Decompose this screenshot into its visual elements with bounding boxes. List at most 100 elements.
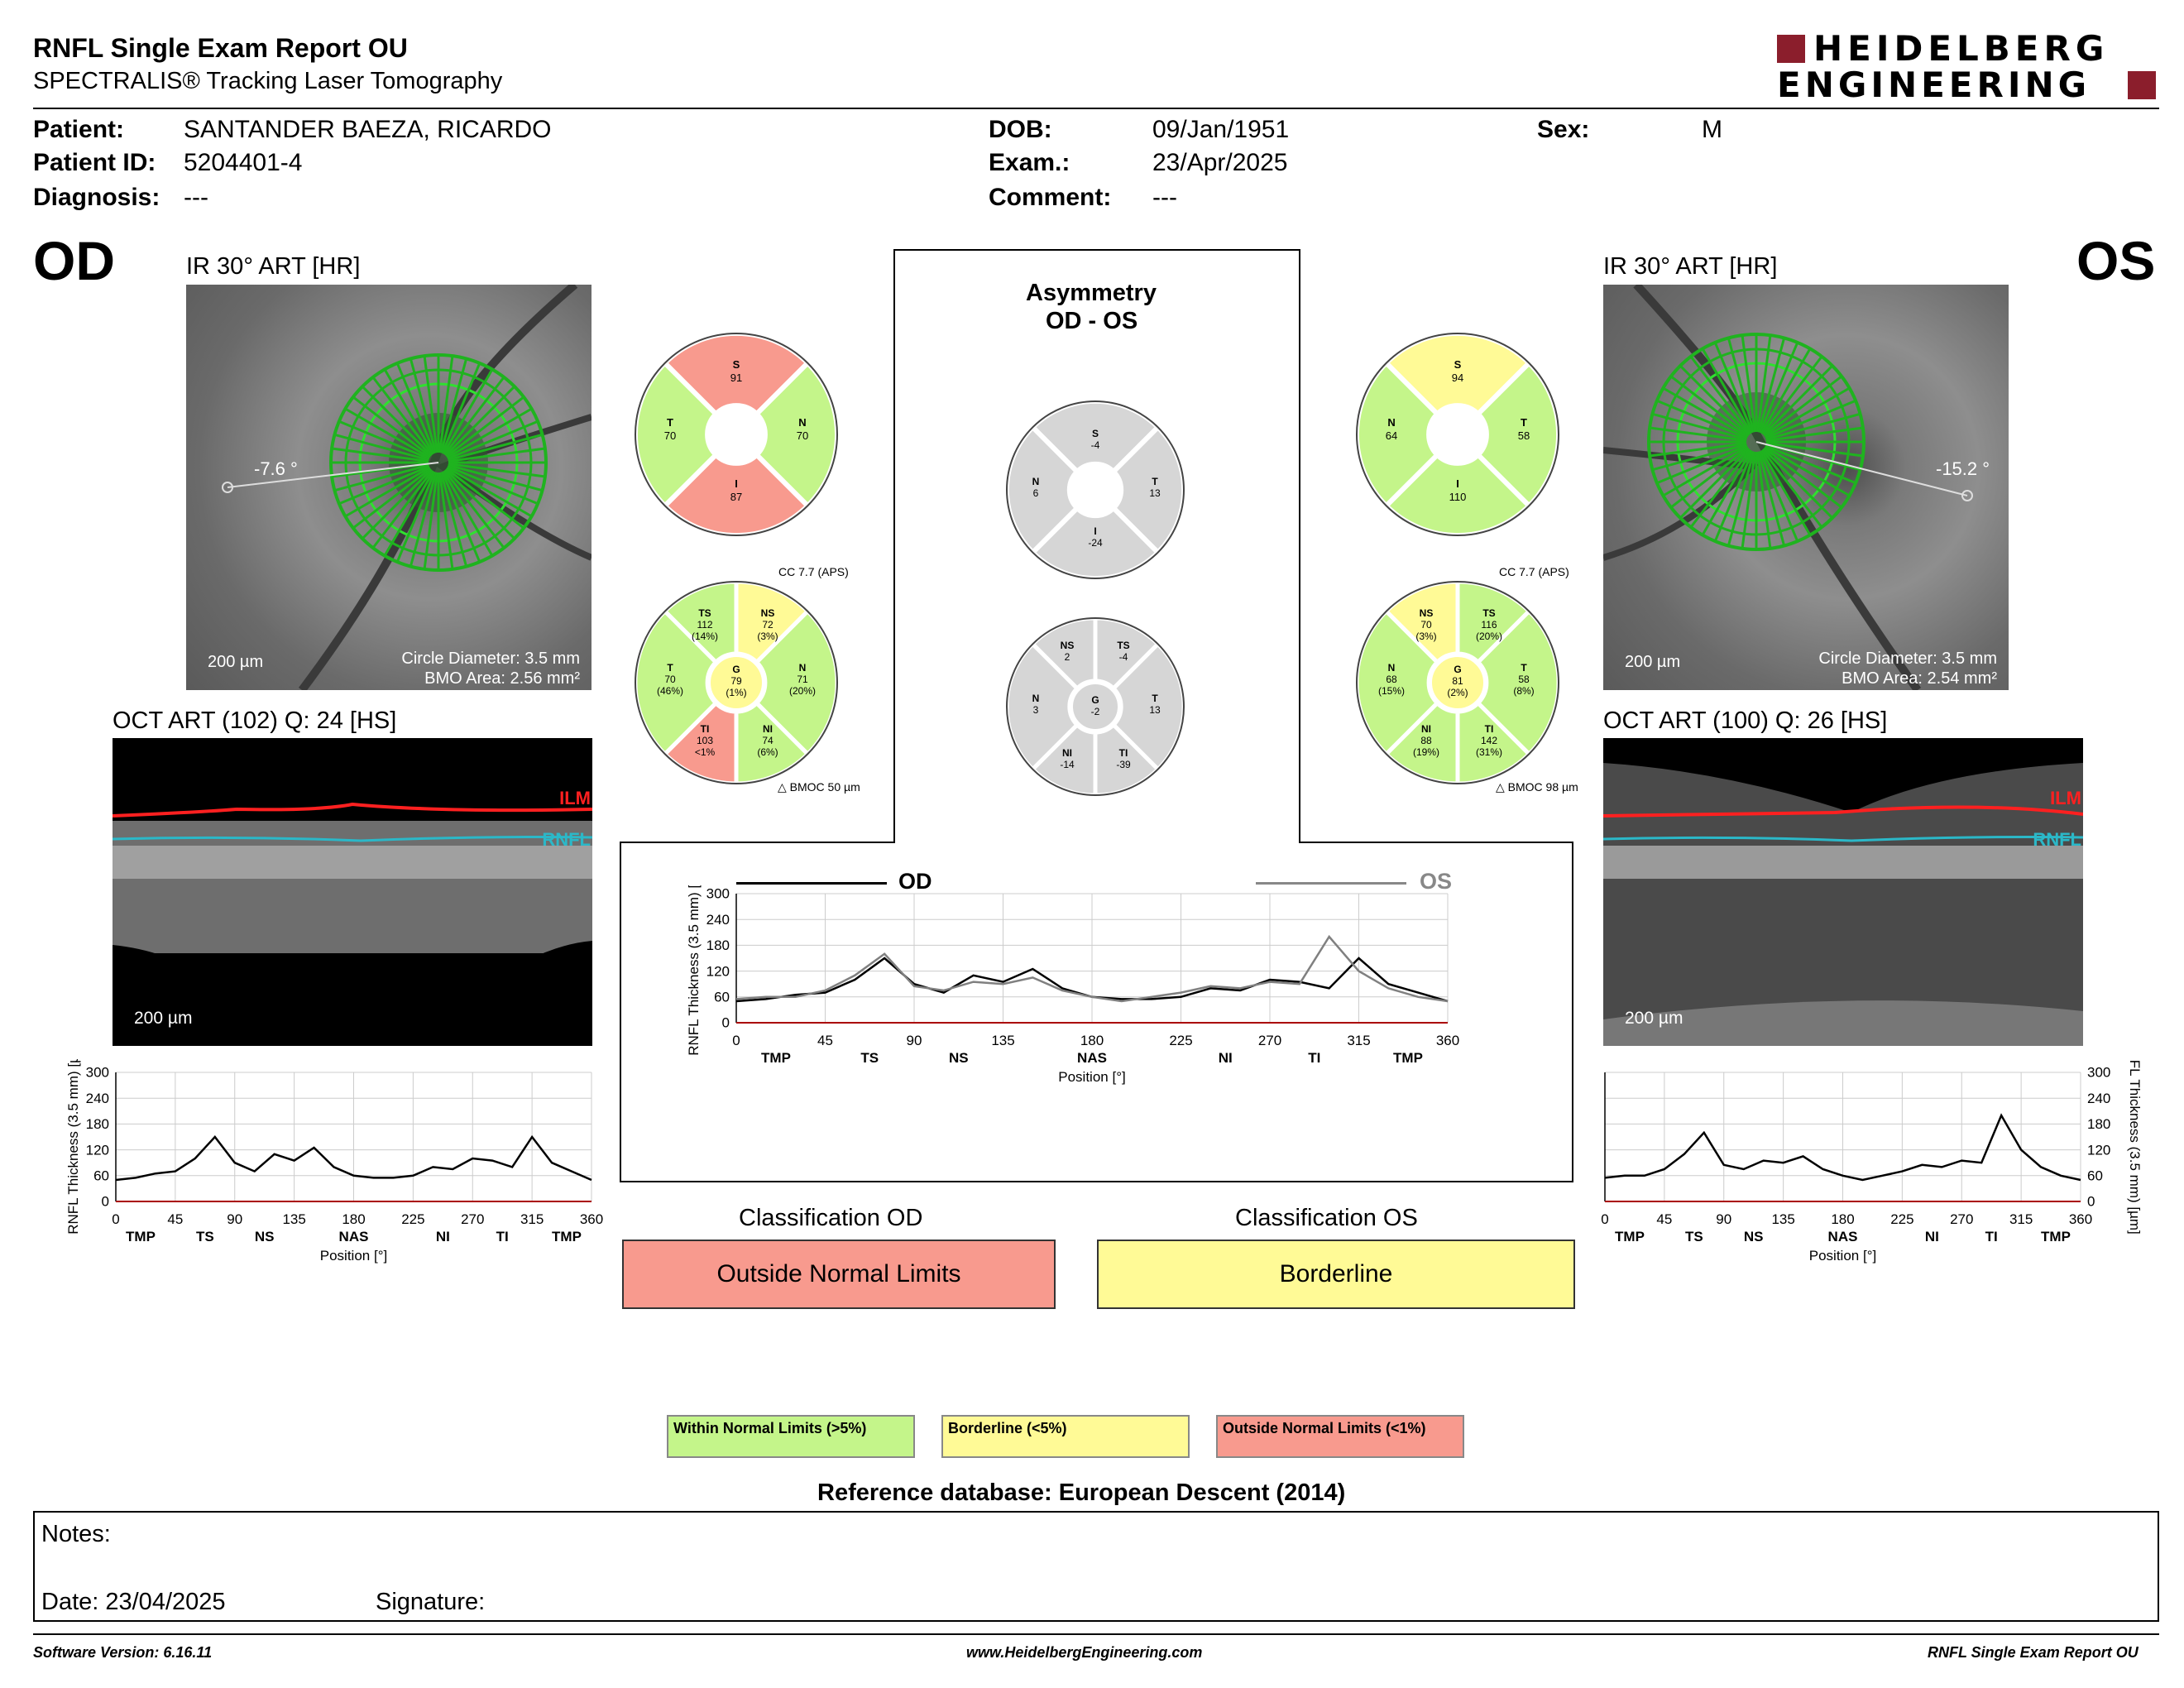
svg-text:T: T xyxy=(667,662,673,674)
onh-scan-spoke xyxy=(1760,348,1812,434)
svg-text:79: 79 xyxy=(730,675,742,687)
onh-scan-spoke xyxy=(1652,443,1747,472)
x-tick-label: 45 xyxy=(1656,1211,1672,1227)
svg-text:13: 13 xyxy=(1149,704,1161,716)
od-quad-t-value: 70 xyxy=(664,429,676,442)
y-tick-label: 240 xyxy=(86,1091,109,1106)
y-tick-label: 240 xyxy=(706,912,730,928)
svg-text:(3%): (3%) xyxy=(757,631,778,642)
sector-label: NAS xyxy=(1828,1229,1858,1244)
onh-scan-spoke xyxy=(1765,426,1864,442)
sector-label: TMP xyxy=(761,1050,791,1066)
svg-text:(2%): (2%) xyxy=(1447,687,1468,698)
footer-url[interactable]: www.HeidelbergEngineering.com xyxy=(966,1644,1203,1661)
onh-scan-spoke xyxy=(443,376,505,456)
y-tick-label: 0 xyxy=(722,1015,730,1031)
svg-text:N: N xyxy=(799,662,807,674)
svg-text:NI: NI xyxy=(1062,747,1072,759)
y-tick-label: 300 xyxy=(706,886,730,902)
logo-line1: HEIDELBERG xyxy=(1813,28,2110,69)
svg-text:N: N xyxy=(1032,476,1040,487)
onh-scan-spoke xyxy=(1762,448,1833,519)
onh-scan-spoke xyxy=(445,396,525,458)
x-tick-label: 135 xyxy=(991,1033,1014,1048)
asymmetry-thickness-chart: 0 45 90 135 180 225 270 315 360 0 60 120 180 240 300 TM… xyxy=(686,885,1459,1085)
y-tick-label: 180 xyxy=(2087,1116,2110,1132)
onh-scan-spoke xyxy=(395,362,436,454)
svg-text:T: T xyxy=(1521,416,1527,429)
y-tick-label: 180 xyxy=(86,1116,109,1132)
sector-label: TS xyxy=(860,1050,879,1066)
y-tick-label: 60 xyxy=(714,989,730,1005)
svg-text:I: I xyxy=(1094,525,1096,537)
legend-borderline: Borderline (<5%) xyxy=(941,1415,1190,1458)
svg-text:6: 6 xyxy=(1033,487,1039,499)
od-oct-scale: 200 µm xyxy=(134,1009,193,1028)
sector-label: NS xyxy=(255,1229,275,1244)
x-tick-label: 0 xyxy=(732,1033,740,1048)
onh-scan-spoke xyxy=(1656,444,1748,485)
asym-quadrant-pie: S -4 N 6 T 13 I -24 xyxy=(1004,399,1186,581)
svg-text:13: 13 xyxy=(1149,487,1161,499)
asymmetry-title: Asymmetry xyxy=(1026,280,1157,306)
onh-scan-spoke xyxy=(1669,447,1750,509)
onh-scan-spoke xyxy=(1656,399,1748,439)
onh-scan-spoke xyxy=(423,355,438,453)
x-tick-label: 360 xyxy=(580,1211,603,1227)
heidelberg-logo: HEIDELBERG ENGINEERING xyxy=(1777,31,2158,103)
onh-scan-spoke xyxy=(446,407,533,459)
y-tick-label: 180 xyxy=(706,938,730,953)
x-tick-label: 0 xyxy=(112,1211,119,1227)
svg-text:NI: NI xyxy=(1421,723,1431,735)
svg-text:S: S xyxy=(1454,358,1462,371)
onh-scan-spoke xyxy=(439,358,468,453)
svg-text:(20%): (20%) xyxy=(789,685,816,697)
svg-text:103: 103 xyxy=(697,735,713,746)
svg-text:TI: TI xyxy=(701,723,710,735)
sector-label: TI xyxy=(1985,1229,1998,1244)
svg-text:G: G xyxy=(1454,664,1461,675)
sector-label: NI xyxy=(1219,1050,1233,1066)
classification-os-box: Borderline xyxy=(1097,1240,1575,1309)
svg-text:TI: TI xyxy=(1119,747,1128,759)
sector-label: NAS xyxy=(1077,1050,1107,1066)
svg-text:-4: -4 xyxy=(1119,651,1128,663)
x-tick-label: 180 xyxy=(1831,1211,1854,1227)
x-tick-label: 225 xyxy=(1890,1211,1913,1227)
od-circle-diameter: Circle Diameter: 3.5 mm xyxy=(401,650,580,668)
onh-scan-spoke xyxy=(1701,348,1753,434)
onh-scan-spoke xyxy=(448,447,546,463)
onh-scan-spoke xyxy=(352,468,432,530)
svg-text:70: 70 xyxy=(1420,619,1432,631)
dob-label: DOB: xyxy=(989,116,1052,143)
svg-text:N: N xyxy=(1388,662,1396,674)
onh-scan-spoke xyxy=(448,463,546,478)
onh-scan-spoke xyxy=(1756,451,1772,549)
onh-scan-spoke xyxy=(1701,449,1753,536)
y-axis-label: RNFL Thickness (3.5 mm) [µm] xyxy=(686,885,702,1056)
onh-scan-spoke xyxy=(1765,442,1864,458)
svg-text:110: 110 xyxy=(1449,491,1467,503)
os-oct-scale: 200 µm xyxy=(1625,1009,1684,1028)
svg-text:74: 74 xyxy=(762,735,774,746)
onh-scan-spoke xyxy=(409,472,438,567)
legend-within-normal: Within Normal Limits (>5%) xyxy=(667,1415,915,1458)
svg-text:(3%): (3%) xyxy=(1415,631,1436,642)
sector-label: NI xyxy=(436,1229,450,1244)
onh-scan-spoke xyxy=(1759,450,1799,542)
os-quadrant-pie: S 94 N 64 I 110 T 58 xyxy=(1354,331,1561,538)
onh-scan-spoke xyxy=(344,466,431,518)
svg-text:<1%: <1% xyxy=(695,746,716,758)
svg-text:N: N xyxy=(798,416,806,429)
svg-text:112: 112 xyxy=(697,619,712,631)
y-tick-label: 120 xyxy=(2087,1142,2110,1158)
os-oct-bscan: ILM RNFL 200 µm xyxy=(1603,738,2083,1046)
onh-scan-spoke xyxy=(1652,412,1747,441)
svg-text:71: 71 xyxy=(797,674,808,685)
x-axis-label: Position [°] xyxy=(1809,1248,1876,1264)
od-rnfl-label: RNFL xyxy=(542,829,591,850)
classification-od-box: Outside Normal Limits xyxy=(622,1240,1056,1309)
x-tick-label: 360 xyxy=(1436,1033,1459,1048)
y-tick-label: 300 xyxy=(2087,1065,2110,1081)
y-tick-label: 120 xyxy=(706,963,730,979)
